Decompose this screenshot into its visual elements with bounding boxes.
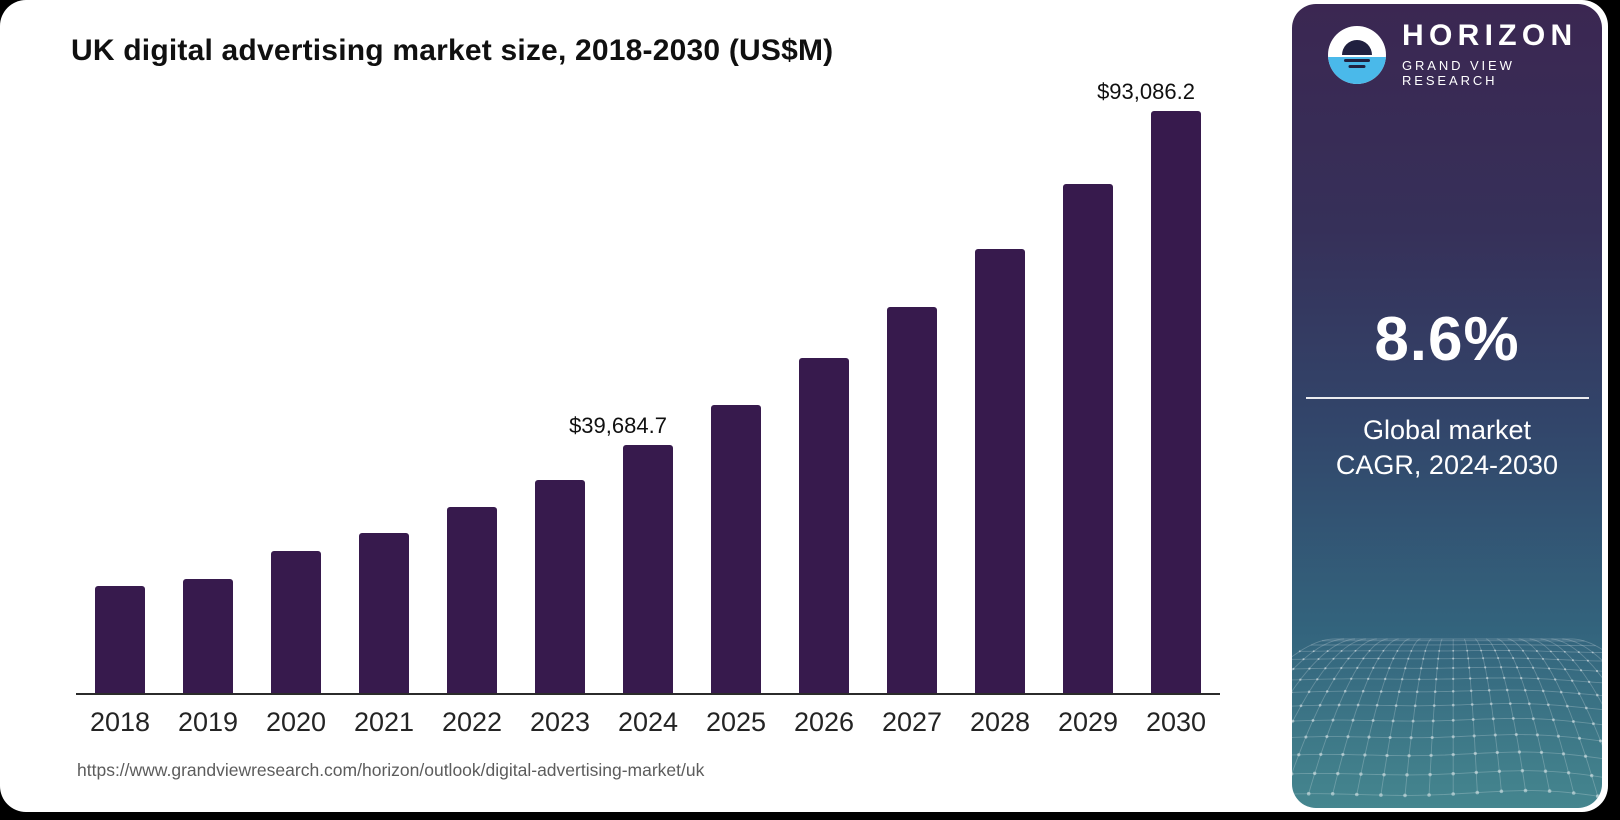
- bars-row: [76, 108, 1220, 693]
- bar-slot-2018: [76, 586, 164, 693]
- bar-slot-2020: [252, 551, 340, 693]
- bar-slot-2021: [340, 532, 428, 693]
- x-tick-2018: 2018: [89, 707, 151, 737]
- x-tick-2020: 2020: [265, 707, 327, 737]
- bar-2018: [95, 586, 145, 693]
- x-tick-2027: 2027: [881, 707, 943, 737]
- x-tick-2024: 2024: [617, 707, 679, 737]
- bar-slot-2030: [1132, 111, 1220, 693]
- cagr-label-line1: Global market: [1362, 415, 1532, 445]
- bar-slot-2029: [1044, 184, 1132, 693]
- bar-2026: [799, 357, 849, 693]
- brand-subtitle: GRAND VIEW RESEARCH: [1402, 58, 1515, 88]
- brand: HORIZON GRAND VIEW RESEARCH: [1328, 21, 1602, 88]
- bar-2024: [623, 444, 673, 693]
- bar-slot-2025: [692, 405, 780, 693]
- horizon-sunrise-logo-icon: [1328, 25, 1386, 84]
- x-tick-2022: 2022: [441, 707, 503, 737]
- x-axis-line: [76, 693, 1220, 695]
- x-tick-2026: 2026: [793, 707, 855, 737]
- bar-2019: [183, 579, 233, 693]
- logo-reflection-line: [1348, 64, 1366, 68]
- value-label-2030: $93,086.2: [1097, 79, 1195, 104]
- value-label-2024: $39,684.7: [569, 412, 667, 438]
- bar-2021: [359, 532, 409, 693]
- x-tick-2021: 2021: [353, 707, 415, 737]
- x-tick-2028: 2028: [969, 707, 1031, 737]
- bar-2025: [711, 405, 761, 693]
- bar-2029: [1063, 184, 1113, 693]
- cagr-stat: 8.6% Global market CAGR, 2024-2030: [1292, 309, 1602, 483]
- logo-reflection-line: [1344, 58, 1370, 62]
- sidebar: HORIZON GRAND VIEW RESEARCH 8.6% Global …: [1292, 4, 1602, 808]
- cagr-label-line2: CAGR, 2024-2030: [1335, 450, 1559, 480]
- bar-slot-2028: [956, 249, 1044, 693]
- chart-title: UK digital advertising market size, 2018…: [71, 34, 834, 67]
- x-tick-2029: 2029: [1057, 707, 1119, 737]
- bar-slot-2019: [164, 579, 252, 693]
- bar-2030: [1151, 111, 1201, 693]
- bar-slot-2022: [428, 507, 516, 693]
- cagr-label: Global market CAGR, 2024-2030: [1292, 413, 1602, 483]
- x-tick-2030: 2030: [1145, 707, 1207, 737]
- bar-slot-2027: [868, 307, 956, 693]
- bar-slot-2024: [604, 444, 692, 693]
- brand-text: HORIZON GRAND VIEW RESEARCH: [1402, 19, 1602, 89]
- bar-2027: [887, 307, 937, 693]
- bar-2022: [447, 507, 497, 693]
- bar-2028: [975, 249, 1025, 693]
- x-tick-2025: 2025: [705, 707, 767, 737]
- logo-sun-shape: [1342, 39, 1372, 55]
- x-tick-2023: 2023: [529, 707, 591, 737]
- wireframe-mesh-decoration: [1292, 638, 1602, 798]
- stat-divider: [1305, 397, 1589, 399]
- bar-chart: 2018 2019 2020 2021 2022 2023 2024 2025 2026 2027…: [76, 79, 1220, 737]
- bar-slot-2026: [780, 357, 868, 693]
- x-tick-2019: 2019: [177, 707, 239, 737]
- bar-2023: [535, 479, 585, 693]
- source-url: https://www.grandviewresearch.com/horizo…: [77, 760, 705, 780]
- brand-name: HORIZON: [1402, 19, 1578, 52]
- x-axis-labels: 2018 2019 2020 2021 2022 2023 2024 2025 2026 2027…: [76, 707, 1220, 738]
- cagr-value: 8.6%: [1374, 305, 1520, 374]
- bar-2020: [271, 551, 321, 693]
- bar-slot-2023: [516, 479, 604, 693]
